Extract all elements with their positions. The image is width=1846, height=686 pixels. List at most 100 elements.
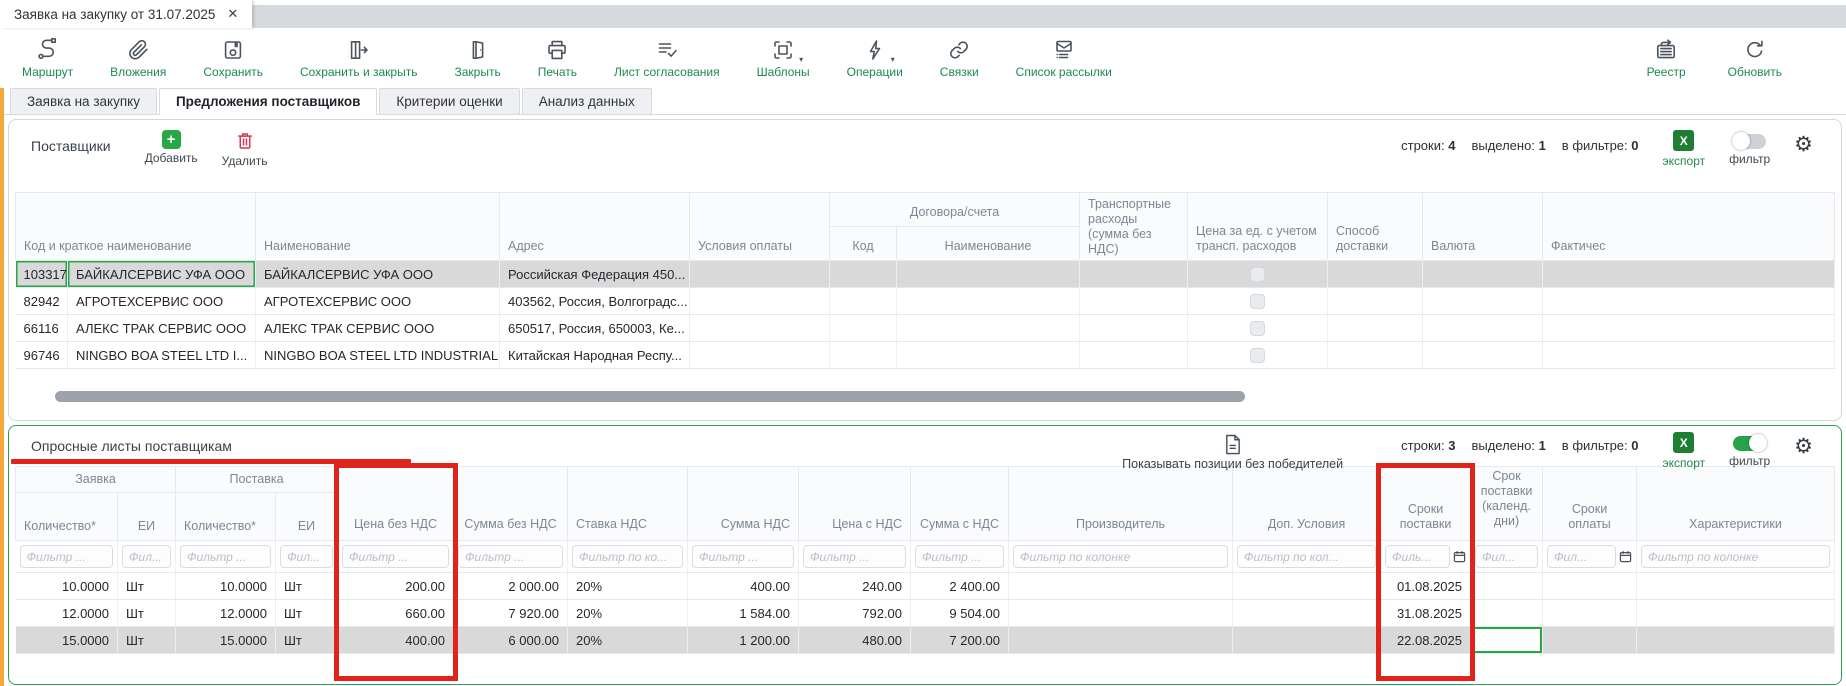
cell-delivery-date[interactable]: 22.08.2025 [1380,626,1472,654]
col-sum-no-vat[interactable]: Сумма без НДС [453,466,569,541]
scrollbar-thumb[interactable] [55,391,1245,402]
cell[interactable]: 15.0000 [175,626,277,654]
transport-price-checkbox[interactable] [1250,321,1266,337]
filter-input[interactable] [1641,545,1830,568]
filter-input[interactable] [915,545,1005,568]
cell-empty[interactable] [1327,260,1424,288]
cell[interactable]: Шт [117,572,177,600]
cell[interactable]: 660.00 [337,599,455,627]
cell[interactable]: Шт [275,599,339,627]
cell[interactable]: 2 400.00 [910,572,1010,600]
save-and-close-button[interactable]: Сохранить и закрыть [300,38,417,79]
col-address[interactable]: Адрес [499,192,690,261]
cell-empty[interactable] [829,314,897,342]
col-delivery-dates[interactable]: Сроки поставки [1380,466,1472,541]
supplier-row[interactable]: 103317 БАЙКАЛСЕРВИС УФА ООО БАЙКАЛСЕРВИС… [15,260,1835,288]
questionnaires-settings-gear-icon[interactable]: ⚙ [1794,434,1813,458]
cell[interactable]: 9 504.00 [910,599,1010,627]
cell[interactable] [1542,626,1638,654]
cell[interactable] [1008,599,1234,627]
cell[interactable]: 400.00 [337,626,455,654]
col-unit-price-with-transport[interactable]: Цена за ед. с учетом трансп. расходов [1187,192,1329,261]
cell[interactable]: 6 000.00 [453,626,569,654]
cell[interactable]: 20% [567,572,689,600]
cell-empty[interactable] [1422,341,1544,369]
cell[interactable] [1470,572,1544,600]
cell-empty[interactable] [896,314,1081,342]
cell-delivery-date[interactable]: 01.08.2025 [1380,572,1472,600]
tab-kriterii-ocenki[interactable]: Критерии оценки [379,88,520,114]
cell[interactable]: 20% [567,626,689,654]
cell-short-name[interactable]: АГРОТЕХСЕРВИС ООО [67,287,256,315]
cell[interactable]: 12.0000 [15,599,118,627]
cell-empty[interactable] [689,314,830,342]
cell-empty[interactable] [1079,314,1189,342]
cell[interactable]: 480.00 [798,626,912,654]
col-vat-rate[interactable]: Ставка НДС [567,466,689,541]
col-unit-request[interactable]: ЕИ [116,492,177,541]
cell-address[interactable]: Китайская Народная Респу... [499,341,690,369]
filter-input[interactable] [122,545,172,568]
filter-input[interactable] [19,545,113,568]
horizontal-scrollbar[interactable] [55,391,1831,403]
cell-empty[interactable] [689,341,830,369]
cell[interactable]: 10.0000 [175,572,277,600]
delete-supplier-button[interactable]: Удалить [222,130,268,168]
cell[interactable]: 240.00 [798,572,912,600]
cell[interactable] [1008,572,1234,600]
filter-input[interactable] [342,545,450,568]
registry-button[interactable]: Реестр [1647,38,1686,79]
print-button[interactable]: Печать [538,38,577,79]
filter-input[interactable] [458,545,564,568]
cell-empty[interactable] [1422,314,1544,342]
cell[interactable]: Шт [117,599,177,627]
cell-empty[interactable] [896,341,1081,369]
cell[interactable]: 200.00 [337,572,455,600]
cell-code[interactable]: 82942 [15,287,68,315]
cell-name[interactable]: БАЙКАЛСЕРВИС УФА ООО [255,260,500,288]
cell[interactable]: 7 920.00 [453,599,569,627]
operations-button[interactable]: ▾ Операции [847,38,903,79]
filter-input[interactable] [1013,545,1229,568]
questionnaires-export-button[interactable]: X экспорт [1663,432,1705,470]
cell-empty[interactable] [896,287,1081,315]
filter-input[interactable] [692,545,795,568]
transport-price-checkbox[interactable] [1250,348,1266,364]
col-manufacturer[interactable]: Производитель [1008,466,1234,541]
cell-empty[interactable] [1422,260,1544,288]
cell[interactable] [1636,599,1835,627]
cell-address[interactable]: 403562, Россия, Волгоградс... [499,287,690,315]
col-code-short-name[interactable]: Код и краткое наименование [15,192,256,261]
questionnaire-row[interactable]: 15.0000 Шт 15.0000 Шт 400.00 6 000.00 20… [15,626,1835,654]
cell-empty[interactable] [829,341,897,369]
col-contract-code[interactable]: Код [829,226,897,261]
col-currency[interactable]: Валюта [1422,192,1544,261]
cell[interactable]: 1 584.00 [687,599,800,627]
show-positions-without-winners[interactable]: Показывать позиции без победителей [1122,432,1343,471]
col-unit-delivery[interactable]: ЕИ [275,492,339,541]
col-transport-costs[interactable]: Транспортные расходы (сумма без НДС) [1079,192,1189,261]
cell-empty[interactable] [689,287,830,315]
questionnaires-filter-toggle[interactable]: фильтр [1729,432,1770,468]
transport-price-checkbox[interactable] [1250,294,1266,310]
cell-empty[interactable] [1542,314,1835,342]
cell-short-name[interactable]: БАЙКАЛСЕРВИС УФА ООО [67,260,256,288]
supplier-row[interactable]: 66116 АЛЕКС ТРАК СЕРВИС ООО АЛЕКС ТРАК С… [15,314,1835,342]
col-extra-conditions[interactable]: Доп. Условия [1232,466,1382,541]
cell[interactable] [1470,599,1544,627]
cell-code[interactable]: 66116 [15,314,68,342]
suppliers-export-button[interactable]: X экспорт [1663,130,1705,168]
cell[interactable] [1008,626,1234,654]
cell-short-name[interactable]: АЛЕКС ТРАК СЕРВИС ООО [67,314,256,342]
add-supplier-button[interactable]: + Добавить [144,130,198,165]
col-characteristics[interactable]: Характеристики [1636,466,1835,541]
filter-input[interactable] [1237,545,1377,568]
cell[interactable]: Шт [117,626,177,654]
filter-input[interactable] [803,545,907,568]
cell[interactable] [1542,599,1638,627]
save-button[interactable]: Сохранить [203,38,263,79]
cell[interactable]: 400.00 [687,572,800,600]
cell[interactable]: 792.00 [798,599,912,627]
cell-empty[interactable] [1542,341,1835,369]
cell[interactable]: 10.0000 [15,572,118,600]
